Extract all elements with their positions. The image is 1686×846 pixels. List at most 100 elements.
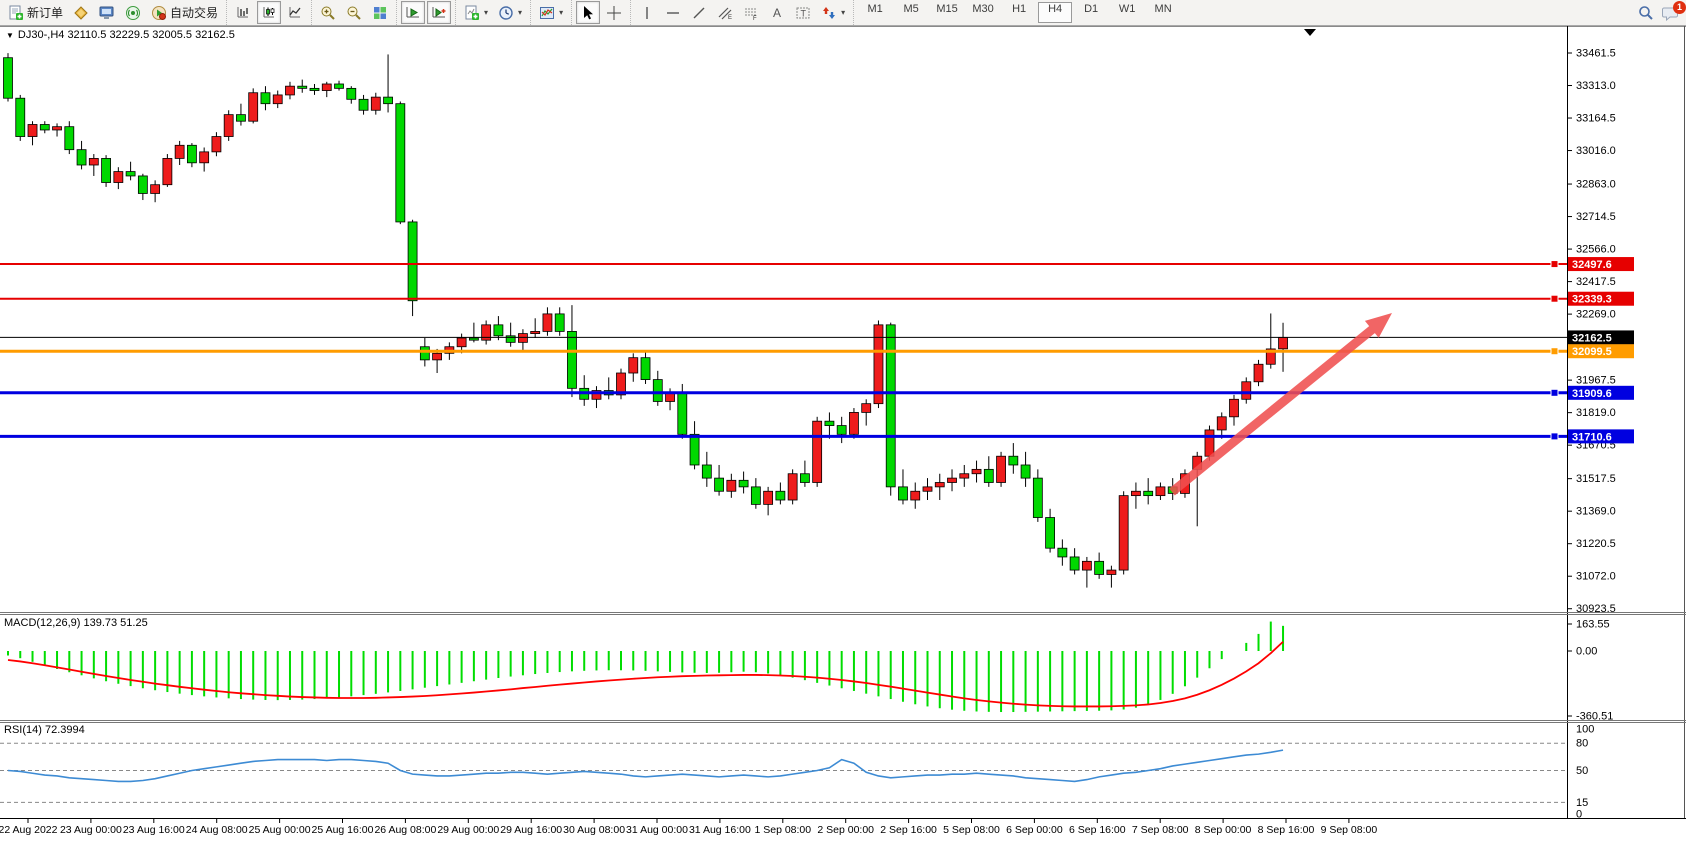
price-hline-32339.3[interactable]: 32339.3	[0, 291, 1634, 306]
time-tick-label[interactable]: 30 Aug 08:00	[563, 824, 625, 836]
chart-shift-marker-icon[interactable]	[1304, 29, 1316, 36]
vertical-line-button[interactable]	[635, 1, 659, 24]
candle	[236, 103, 246, 126]
time-tick-label[interactable]: 25 Aug 00:00	[249, 824, 311, 836]
timeframe-button-mn[interactable]: MN	[1154, 3, 1172, 15]
time-tick-label[interactable]: 31 Aug 00:00	[626, 824, 688, 836]
candle-body	[285, 85, 295, 96]
line-chart-button[interactable]	[283, 1, 307, 24]
auto-trading-button[interactable]: 自动交易	[147, 1, 222, 24]
trend-arrow-annotation[interactable]	[1169, 313, 1392, 496]
toolbar-group-timeframes: M1 M5 M15 M30 H1 H4 D1 W1 MN	[853, 0, 1184, 25]
time-tick-label[interactable]: 9 Sep 08:00	[1321, 824, 1378, 836]
candle	[3, 53, 13, 102]
candle	[861, 399, 872, 426]
candle	[812, 416, 823, 487]
candle	[1143, 478, 1154, 505]
chart-object-button[interactable]	[69, 1, 93, 24]
time-tick-label[interactable]: 1 Sep 08:00	[754, 824, 811, 836]
time-tick-label[interactable]: 31 Aug 16:00	[689, 824, 751, 836]
profiles-button[interactable]: ▾	[494, 1, 526, 24]
candle-body	[1253, 363, 1264, 383]
time-tick-label[interactable]: 8 Sep 00:00	[1195, 824, 1252, 836]
time-tick-label[interactable]: 23 Aug 16:00	[123, 824, 185, 836]
time-tick-label[interactable]: 6 Sep 16:00	[1069, 824, 1126, 836]
candle	[603, 377, 614, 400]
candle-body	[518, 333, 528, 343]
time-tick-label[interactable]: 8 Sep 16:00	[1258, 824, 1315, 836]
text-button[interactable]: A	[765, 1, 789, 24]
time-tick-label[interactable]: 29 Aug 16:00	[500, 824, 562, 836]
candle	[800, 460, 810, 487]
caret-down-icon: ▾	[559, 8, 564, 17]
timeframe-button-w1[interactable]: W1	[1118, 3, 1136, 15]
chart-title[interactable]: ▼ DJ30-,H4 32110.5 32229.5 32005.5 32162.…	[6, 29, 235, 41]
candle	[1032, 469, 1043, 522]
time-tick-label[interactable]: 24 Aug 08:00	[186, 824, 248, 836]
chart-shift-button[interactable]	[427, 1, 452, 24]
candlestick-chart-button[interactable]	[257, 1, 282, 24]
timeframe-button-m1[interactable]: M1	[867, 3, 883, 15]
new-order-button[interactable]: 新订单	[4, 1, 67, 24]
timeframe-button-d1[interactable]: D1	[1084, 3, 1099, 15]
candle	[873, 320, 884, 409]
fibonacci-button[interactable]: F	[739, 1, 763, 24]
zoom-in-button[interactable]	[316, 1, 340, 24]
timeframe-button-m15[interactable]: M15	[936, 3, 958, 15]
candle-body	[15, 97, 26, 137]
candle	[150, 180, 161, 203]
price-hline-32162.5[interactable]: 32162.5	[0, 330, 1634, 345]
terminal-button[interactable]	[95, 1, 119, 24]
price-hline-32497.6[interactable]: 32497.6	[0, 257, 1634, 272]
time-tick-label[interactable]: 29 Aug 00:00	[437, 824, 499, 836]
candle-body	[554, 313, 565, 332]
new-chart-button[interactable]: ▾	[460, 1, 492, 24]
price-hline-32099.5[interactable]: 32099.5	[0, 344, 1634, 359]
candle	[1265, 313, 1276, 369]
candle	[554, 307, 565, 336]
trendline-button[interactable]	[687, 1, 711, 24]
zoom-out-button[interactable]	[342, 1, 366, 24]
rsi-tick-label: 15	[1576, 797, 1588, 809]
time-tick-label[interactable]: 23 Aug 00:00	[60, 824, 122, 836]
candle-body	[432, 352, 443, 361]
time-tick-label[interactable]: 26 Aug 08:00	[374, 824, 436, 836]
equidistant-channel-button[interactable]: E	[713, 1, 737, 24]
time-tick-label[interactable]: 5 Sep 08:00	[943, 824, 1000, 836]
horizontal-line-button[interactable]	[661, 1, 685, 24]
gold-diamond-icon	[73, 5, 89, 21]
signals-button[interactable]	[121, 1, 145, 24]
candle	[162, 154, 173, 187]
candle-body	[419, 346, 430, 361]
crosshair-button[interactable]	[602, 1, 626, 24]
candle	[248, 88, 259, 124]
candle	[370, 92, 381, 115]
candle-body	[186, 144, 197, 164]
notifications-button[interactable]: 1	[1662, 0, 1686, 21]
arrows-button[interactable]: ▾	[817, 1, 849, 24]
price-hline-31909.6[interactable]: 31909.6	[0, 385, 1634, 400]
cursor-button[interactable]	[576, 1, 601, 24]
time-tick-label[interactable]: 2 Sep 00:00	[817, 824, 874, 836]
search-icon[interactable]	[1638, 5, 1654, 21]
indicators-button[interactable]: ▾	[535, 1, 567, 24]
timeframe-button-h1[interactable]: H1	[1012, 3, 1027, 15]
tile-windows-button[interactable]	[368, 1, 392, 24]
rsi-line	[7, 749, 1284, 783]
text-label-button[interactable]: T	[791, 1, 815, 24]
timeframe-button-m5[interactable]: M5	[903, 3, 919, 15]
timeframe-button-m30[interactable]: M30	[972, 3, 994, 15]
price-tick-label: 32566.0	[1576, 244, 1616, 256]
timeframe-button-h4[interactable]: H4	[1038, 2, 1073, 23]
auto-scroll-button[interactable]	[401, 1, 426, 24]
time-tick-label[interactable]: 2 Sep 16:00	[880, 824, 937, 836]
bar-chart-button[interactable]	[231, 1, 255, 24]
time-tick-label[interactable]: 7 Sep 08:00	[1132, 824, 1189, 836]
time-tick-label[interactable]: 22 Aug 2022	[0, 824, 58, 836]
price-hline-31710.6[interactable]: 31710.6	[0, 429, 1634, 444]
candle	[750, 478, 761, 509]
time-tick-label[interactable]: 25 Aug 16:00	[312, 824, 374, 836]
main-toolbar: 新订单 自动交易	[0, 0, 1686, 26]
time-tick-label[interactable]: 6 Sep 00:00	[1006, 824, 1063, 836]
